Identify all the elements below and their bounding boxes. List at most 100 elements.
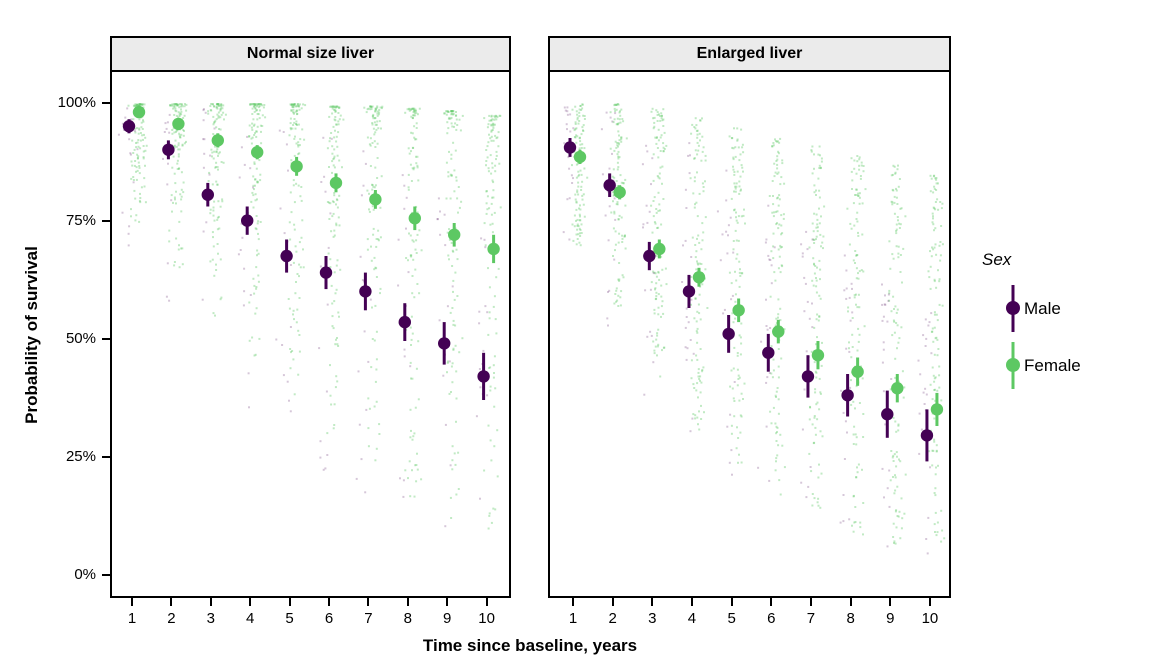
jitter-dot [732, 251, 735, 254]
jitter-dot [322, 468, 325, 471]
jitter-dot [219, 109, 222, 112]
jitter-dot [139, 192, 141, 195]
jitter-dot [213, 219, 216, 222]
jitter-dot [133, 129, 136, 132]
jitter-dot [293, 154, 296, 157]
jitter-dot [264, 116, 267, 119]
jitter-dot [371, 123, 374, 126]
jitter-dot [366, 189, 369, 192]
jitter-dot [213, 121, 216, 123]
jitter-dot [341, 166, 343, 169]
jitter-dot [656, 175, 659, 177]
jitter-dot [898, 227, 901, 229]
jitter-dot [659, 209, 661, 212]
jitter-dot [692, 352, 695, 355]
jitter-dot [897, 164, 899, 167]
jitter-dot [579, 169, 582, 172]
jitter-dot [292, 103, 295, 106]
jitter-dot [618, 143, 621, 146]
jitter-dot [772, 195, 774, 197]
jitter-dot [894, 357, 897, 360]
jitter-dot [772, 215, 775, 218]
jitter-dot [779, 271, 782, 274]
jitter-dot [695, 250, 698, 253]
jitter-dot [617, 241, 620, 244]
female-point [930, 403, 944, 416]
jitter-dot [615, 104, 618, 106]
jitter-dot [136, 169, 139, 172]
jitter-dot [414, 268, 417, 271]
jitter-dot [819, 392, 822, 395]
jitter-dot [694, 149, 697, 152]
jitter-dot [485, 149, 488, 151]
jitter-dot [738, 192, 741, 195]
jitter-dot [658, 172, 661, 175]
jitter-dot [179, 112, 182, 115]
jitter-dot [656, 334, 659, 337]
jitter-dot [360, 194, 363, 197]
jitter-dot [932, 215, 934, 218]
jitter-dot [452, 112, 455, 115]
jitter-dot [699, 318, 702, 321]
jitter-dot [935, 450, 938, 453]
jitter-dot [451, 468, 454, 471]
jitter-dot [775, 425, 778, 428]
jitter-dot [693, 317, 696, 320]
facet-strip-label: Enlarged liver [696, 45, 803, 62]
jitter-dot [128, 138, 131, 141]
jitter-dot [934, 208, 937, 211]
jitter-dot [576, 223, 579, 226]
jitter-dot [933, 174, 936, 177]
male-point [201, 188, 214, 201]
jitter-dot [854, 194, 856, 196]
jitter-dot [255, 130, 258, 133]
jitter-dot [357, 370, 360, 373]
jitter-dot [372, 233, 375, 236]
jitter-dot [820, 472, 823, 475]
jitter-dot [338, 118, 341, 121]
jitter-dot [621, 234, 624, 237]
jitter-dot [893, 542, 895, 544]
jitter-dot [808, 452, 811, 455]
jitter-dot [894, 542, 897, 545]
jitter-dot [773, 175, 776, 178]
jitter-dot [178, 244, 180, 247]
jitter-dot [608, 167, 611, 170]
jitter-dot [644, 289, 647, 292]
jitter-dot [217, 103, 220, 106]
jitter-dot [732, 367, 735, 370]
jitter-dot [257, 103, 260, 106]
jitter-dot [682, 244, 684, 247]
jitter-dot [728, 271, 731, 274]
jitter-dot [486, 208, 489, 211]
male-point [643, 249, 656, 263]
jitter-dot [776, 222, 778, 225]
jitter-dot [895, 223, 898, 226]
jitter-dot [892, 522, 895, 525]
jitter-dot [491, 118, 494, 121]
jitter-dot [293, 111, 296, 114]
jitter-dot [416, 468, 419, 471]
jitter-dot [853, 224, 856, 227]
jitter-dot [892, 189, 895, 192]
jitter-dot [779, 307, 782, 310]
jitter-dot [935, 336, 938, 339]
jitter-dot [808, 317, 811, 320]
jitter-dot [364, 162, 367, 165]
jitter-dot [933, 185, 936, 188]
jitter-dot [335, 338, 337, 341]
jitter-dot [174, 182, 177, 185]
jitter-dot [255, 109, 258, 112]
jitter-dot [765, 425, 768, 428]
jitter-dot [772, 245, 775, 248]
jitter-dot [410, 377, 412, 380]
jitter-dot [451, 381, 454, 384]
jitter-dot [254, 104, 257, 107]
jitter-dot [816, 501, 819, 504]
jitter-dot [281, 344, 284, 346]
jitter-dot [355, 477, 358, 480]
y-axis-tick-label: 100% [57, 94, 96, 111]
jitter-dot [934, 243, 937, 246]
jitter-dot [488, 367, 491, 369]
jitter-dot [417, 179, 420, 182]
